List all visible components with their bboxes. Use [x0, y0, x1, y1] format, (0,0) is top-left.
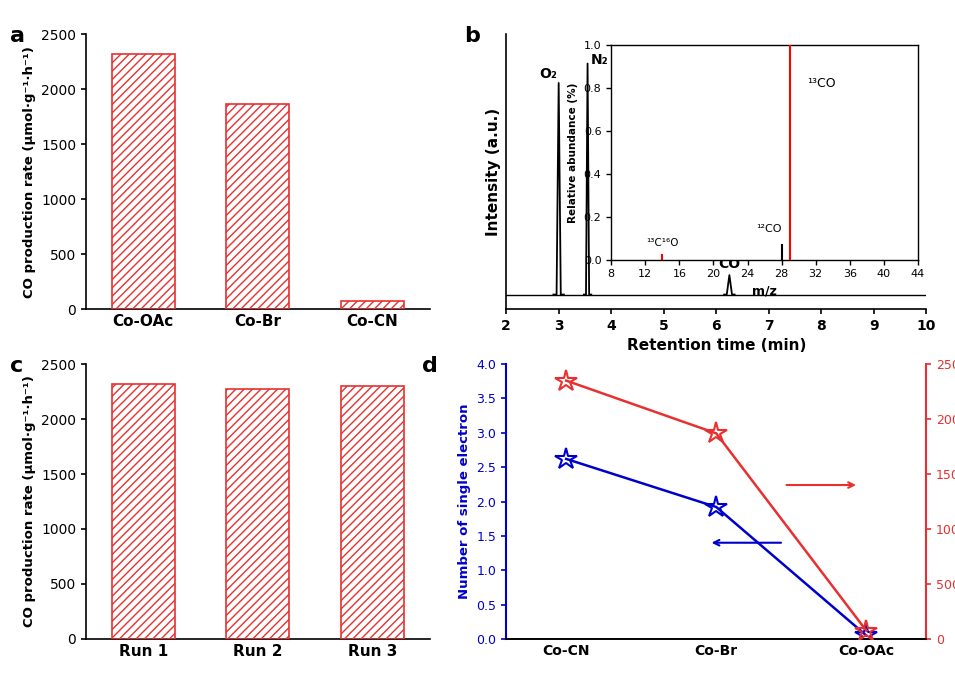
Text: O₂: O₂	[540, 67, 557, 81]
Bar	[341, 386, 404, 639]
Bar	[112, 54, 175, 309]
Bar	[226, 390, 289, 639]
X-axis label: Retention time (min): Retention time (min)	[626, 339, 806, 353]
Y-axis label: Number of single electron: Number of single electron	[457, 404, 471, 599]
Text: b: b	[464, 26, 480, 46]
Bar	[341, 301, 404, 309]
Text: CO: CO	[718, 257, 740, 271]
Text: d: d	[422, 356, 438, 376]
Y-axis label: CO production rate (μmol·g⁻¹·h⁻¹): CO production rate (μmol·g⁻¹·h⁻¹)	[23, 46, 35, 297]
Bar	[112, 384, 175, 639]
Y-axis label: CO production rate (μmol·g⁻¹·h⁻¹): CO production rate (μmol·g⁻¹·h⁻¹)	[23, 376, 35, 627]
Y-axis label: Intensity (a.u.): Intensity (a.u.)	[485, 108, 500, 236]
Text: a: a	[11, 26, 26, 46]
Text: c: c	[11, 356, 24, 376]
Bar	[226, 104, 289, 309]
Text: N₂: N₂	[590, 52, 608, 67]
